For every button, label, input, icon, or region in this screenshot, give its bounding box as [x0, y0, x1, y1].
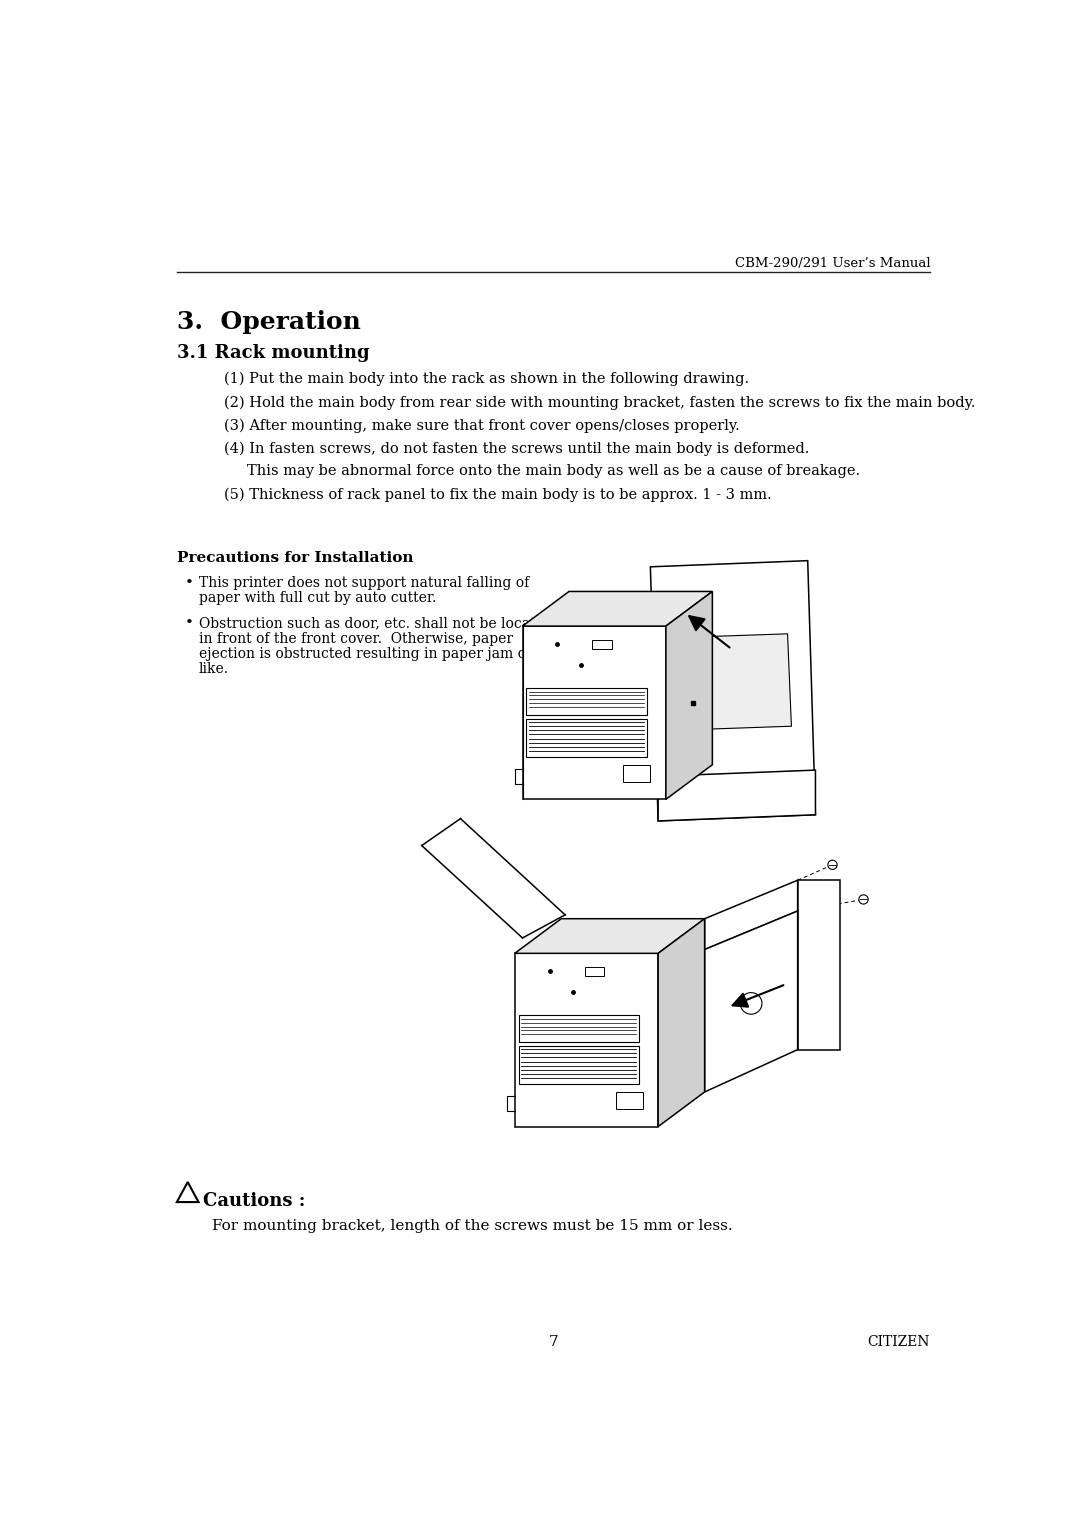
- Text: (4) In fasten screws, do not fasten the screws until the main body is deformed.: (4) In fasten screws, do not fasten the …: [225, 442, 810, 455]
- Text: CITIZEN: CITIZEN: [867, 1334, 930, 1349]
- Text: Cautions :: Cautions :: [203, 1192, 306, 1210]
- Circle shape: [859, 895, 868, 905]
- Polygon shape: [523, 591, 713, 626]
- Text: •: •: [185, 576, 193, 590]
- Circle shape: [740, 993, 762, 1015]
- Text: •: •: [185, 616, 193, 630]
- Polygon shape: [515, 953, 658, 1126]
- Polygon shape: [658, 918, 704, 1126]
- Bar: [518, 1015, 638, 1042]
- Text: !: !: [185, 1190, 189, 1201]
- Polygon shape: [523, 626, 666, 799]
- Text: This printer does not support natural falling of: This printer does not support natural fa…: [199, 576, 529, 590]
- Polygon shape: [798, 880, 840, 1050]
- Bar: [584, 967, 604, 976]
- Bar: [592, 640, 611, 649]
- Polygon shape: [704, 880, 798, 949]
- Polygon shape: [704, 911, 798, 1093]
- Polygon shape: [177, 1183, 199, 1203]
- Text: (3) After mounting, make sure that front cover opens/closes properly.: (3) After mounting, make sure that front…: [225, 419, 740, 432]
- Polygon shape: [515, 918, 704, 953]
- Text: (2) Hold the main body from rear side with mounting bracket, fasten the screws t: (2) Hold the main body from rear side wi…: [225, 396, 975, 410]
- Text: Precautions for Installation: Precautions for Installation: [177, 552, 414, 565]
- Circle shape: [828, 860, 837, 869]
- Text: For mounting bracket, length of the screws must be 15 mm or less.: For mounting bracket, length of the scre…: [213, 1219, 733, 1233]
- Polygon shape: [666, 591, 713, 799]
- Text: 7: 7: [549, 1334, 558, 1349]
- Polygon shape: [676, 634, 792, 730]
- Text: ejection is obstructed resulting in paper jam or the: ejection is obstructed resulting in pape…: [199, 646, 559, 662]
- Bar: [623, 764, 650, 782]
- Bar: [616, 1093, 643, 1109]
- Bar: [518, 1045, 638, 1085]
- Text: 3.1 Rack mounting: 3.1 Rack mounting: [177, 344, 369, 362]
- Text: in front of the front cover.  Otherwise, paper: in front of the front cover. Otherwise, …: [199, 631, 513, 645]
- Text: This may be abnormal force onto the main body as well as be a cause of breakage.: This may be abnormal force onto the main…: [247, 465, 861, 478]
- Polygon shape: [658, 770, 815, 821]
- Text: CBM-290/291 User’s Manual: CBM-290/291 User’s Manual: [734, 257, 930, 269]
- Text: Obstruction such as door, etc. shall not be located: Obstruction such as door, etc. shall not…: [199, 616, 553, 630]
- Text: (1) Put the main body into the rack as shown in the following drawing.: (1) Put the main body into the rack as s…: [225, 371, 750, 387]
- Text: 3.  Operation: 3. Operation: [177, 310, 361, 335]
- Bar: [526, 718, 647, 756]
- Polygon shape: [650, 561, 815, 821]
- Text: like.: like.: [199, 662, 229, 677]
- Bar: [526, 688, 647, 715]
- Text: paper with full cut by auto cutter.: paper with full cut by auto cutter.: [199, 591, 436, 605]
- Text: (5) Thickness of rack panel to fix the main body is to be approx. 1 - 3 mm.: (5) Thickness of rack panel to fix the m…: [225, 487, 772, 501]
